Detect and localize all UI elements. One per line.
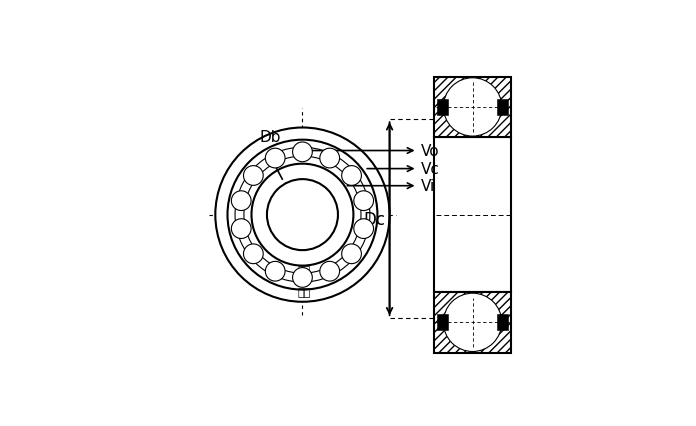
Circle shape xyxy=(231,191,251,211)
Circle shape xyxy=(342,166,361,186)
Bar xyxy=(437,314,448,331)
Text: 外圈: 外圈 xyxy=(297,287,310,297)
Bar xyxy=(498,314,508,331)
Circle shape xyxy=(231,219,251,239)
Circle shape xyxy=(443,294,502,352)
Circle shape xyxy=(265,262,285,282)
Circle shape xyxy=(320,262,340,282)
Circle shape xyxy=(215,128,390,302)
Circle shape xyxy=(354,191,374,211)
Bar xyxy=(498,100,508,116)
Circle shape xyxy=(251,164,354,266)
Text: 珠: 珠 xyxy=(301,276,308,286)
Text: Db: Db xyxy=(260,130,281,144)
Text: Vi: Vi xyxy=(421,179,435,194)
Circle shape xyxy=(267,180,338,250)
Bar xyxy=(437,100,448,116)
Circle shape xyxy=(320,149,340,169)
Text: 内圈: 内圈 xyxy=(297,265,310,275)
Circle shape xyxy=(244,245,263,264)
Circle shape xyxy=(443,78,502,137)
Bar xyxy=(434,292,512,353)
Text: Dc: Dc xyxy=(364,210,386,228)
Circle shape xyxy=(354,219,374,239)
Bar xyxy=(434,78,512,138)
Circle shape xyxy=(292,268,313,288)
Text: Vo: Vo xyxy=(421,144,439,158)
Text: Vc: Vc xyxy=(421,162,440,177)
Circle shape xyxy=(292,143,313,162)
Circle shape xyxy=(228,140,377,290)
Circle shape xyxy=(265,149,285,169)
Circle shape xyxy=(342,245,361,264)
Circle shape xyxy=(244,166,263,186)
Bar xyxy=(434,138,512,292)
